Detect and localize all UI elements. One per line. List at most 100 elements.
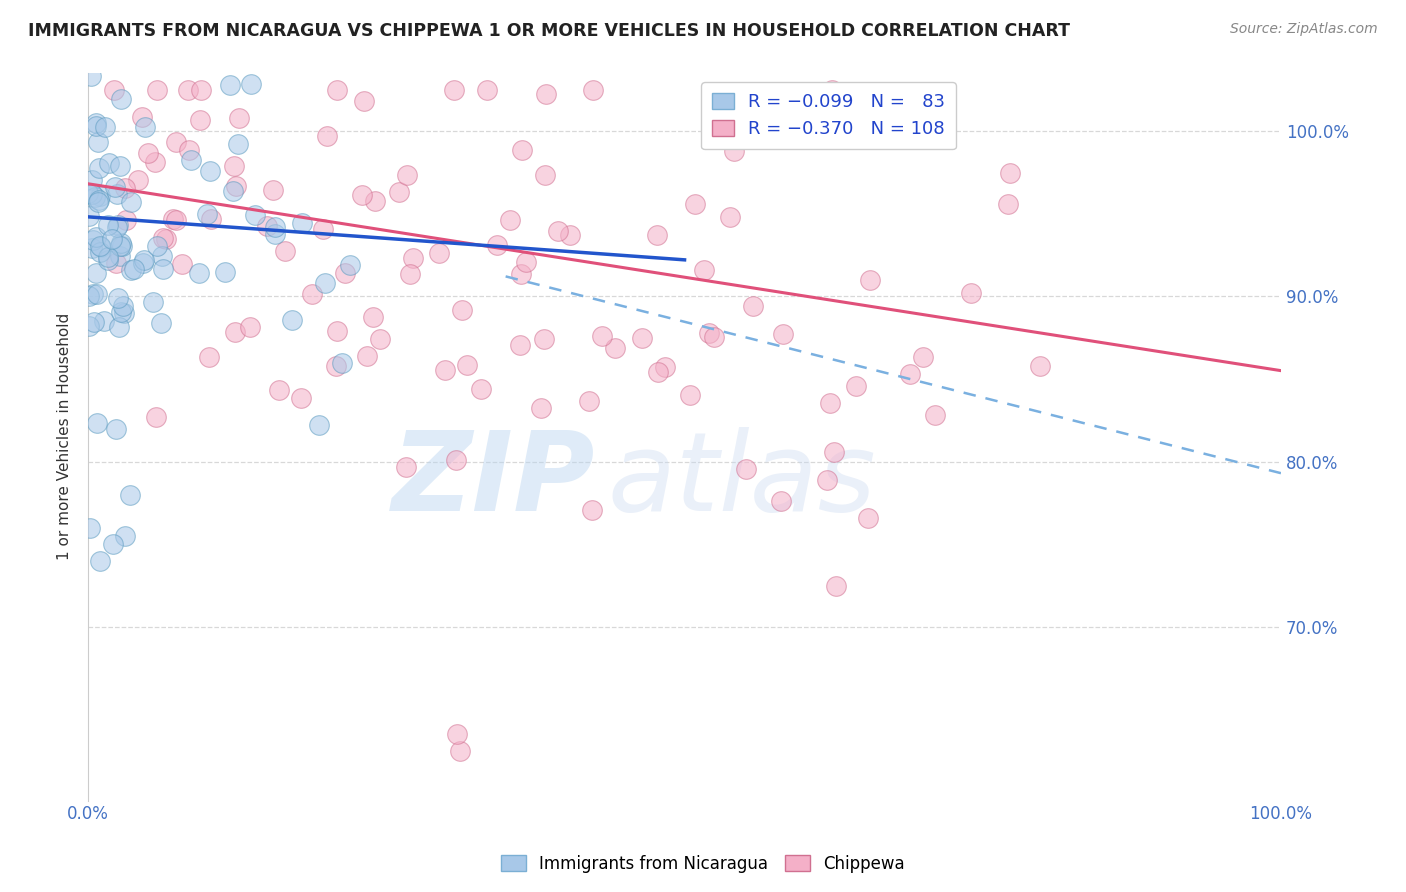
Point <box>243 209 266 223</box>
Point <box>145 82 167 96</box>
Point <box>98 155 121 169</box>
Point <box>89 239 111 253</box>
Point <box>823 445 845 459</box>
Legend: Immigrants from Nicaragua, Chippewa: Immigrants from Nicaragua, Chippewa <box>495 848 911 880</box>
Point <box>263 227 285 241</box>
Point <box>444 453 467 467</box>
Point <box>105 256 128 270</box>
Point <box>475 83 498 97</box>
Point <box>131 256 153 270</box>
Point <box>77 186 100 200</box>
Text: atlas: atlas <box>607 427 876 534</box>
Point <box>188 266 211 280</box>
Point <box>195 207 218 221</box>
Point <box>845 379 868 393</box>
Point <box>150 249 173 263</box>
Point <box>84 116 107 130</box>
Point <box>997 197 1019 211</box>
Point <box>693 263 716 277</box>
Point <box>998 166 1021 180</box>
Point <box>262 183 284 197</box>
Point <box>77 318 100 333</box>
Point <box>82 233 104 247</box>
Point <box>80 69 103 83</box>
Point <box>101 232 124 246</box>
Point <box>165 212 187 227</box>
Point <box>110 305 132 319</box>
Point <box>558 227 581 242</box>
Point <box>301 286 323 301</box>
Point <box>509 338 531 352</box>
Point <box>162 211 184 226</box>
Point <box>591 329 613 343</box>
Point <box>142 295 165 310</box>
Point <box>222 184 245 198</box>
Point <box>515 255 537 269</box>
Point <box>821 82 844 96</box>
Point <box>120 195 142 210</box>
Point <box>105 422 128 436</box>
Point <box>122 262 145 277</box>
Point <box>335 266 357 280</box>
Point <box>89 193 111 207</box>
Point <box>97 250 120 264</box>
Point <box>697 326 720 340</box>
Point <box>1029 359 1052 373</box>
Point <box>741 299 763 313</box>
Point <box>679 388 702 402</box>
Point <box>107 291 129 305</box>
Point <box>188 113 211 128</box>
Point <box>77 289 100 303</box>
Point <box>533 332 555 346</box>
Point <box>114 529 136 543</box>
Point <box>120 488 142 502</box>
Point <box>534 169 557 183</box>
Point <box>582 82 605 96</box>
Point <box>179 143 201 157</box>
Point <box>104 180 127 194</box>
Point <box>89 244 111 259</box>
Point <box>83 315 105 329</box>
Point <box>898 367 921 381</box>
Point <box>769 494 792 508</box>
Point <box>820 396 842 410</box>
Point <box>108 249 131 263</box>
Point <box>143 154 166 169</box>
Point <box>772 327 794 342</box>
Point <box>90 240 112 254</box>
Point <box>364 194 387 208</box>
Point <box>120 263 142 277</box>
Point <box>165 135 187 149</box>
Point <box>239 78 262 92</box>
Point <box>499 212 522 227</box>
Point <box>683 197 706 211</box>
Point <box>291 216 314 230</box>
Point <box>443 82 465 96</box>
Point <box>924 409 946 423</box>
Point <box>434 362 457 376</box>
Text: Source: ZipAtlas.com: Source: ZipAtlas.com <box>1230 22 1378 37</box>
Point <box>111 239 134 253</box>
Text: IMMIGRANTS FROM NICARAGUA VS CHIPPEWA 1 OR MORE VEHICLES IN HOUSEHOLD CORRELATIO: IMMIGRANTS FROM NICARAGUA VS CHIPPEWA 1 … <box>28 22 1070 40</box>
Point <box>449 744 471 758</box>
Point <box>470 382 492 396</box>
Point <box>97 253 120 268</box>
Point <box>308 417 330 432</box>
Text: ZIP: ZIP <box>392 427 595 534</box>
Point <box>654 359 676 374</box>
Point <box>844 86 866 100</box>
Point <box>136 146 159 161</box>
Point <box>93 120 115 135</box>
Point <box>280 312 302 326</box>
Point <box>631 331 654 345</box>
Point <box>396 168 419 182</box>
Point <box>87 195 110 210</box>
Point <box>312 222 335 236</box>
Point <box>152 262 174 277</box>
Point <box>361 310 384 324</box>
Point <box>80 187 103 202</box>
Point <box>267 383 290 397</box>
Point <box>228 112 250 126</box>
Point <box>89 189 111 203</box>
Point <box>256 219 278 233</box>
